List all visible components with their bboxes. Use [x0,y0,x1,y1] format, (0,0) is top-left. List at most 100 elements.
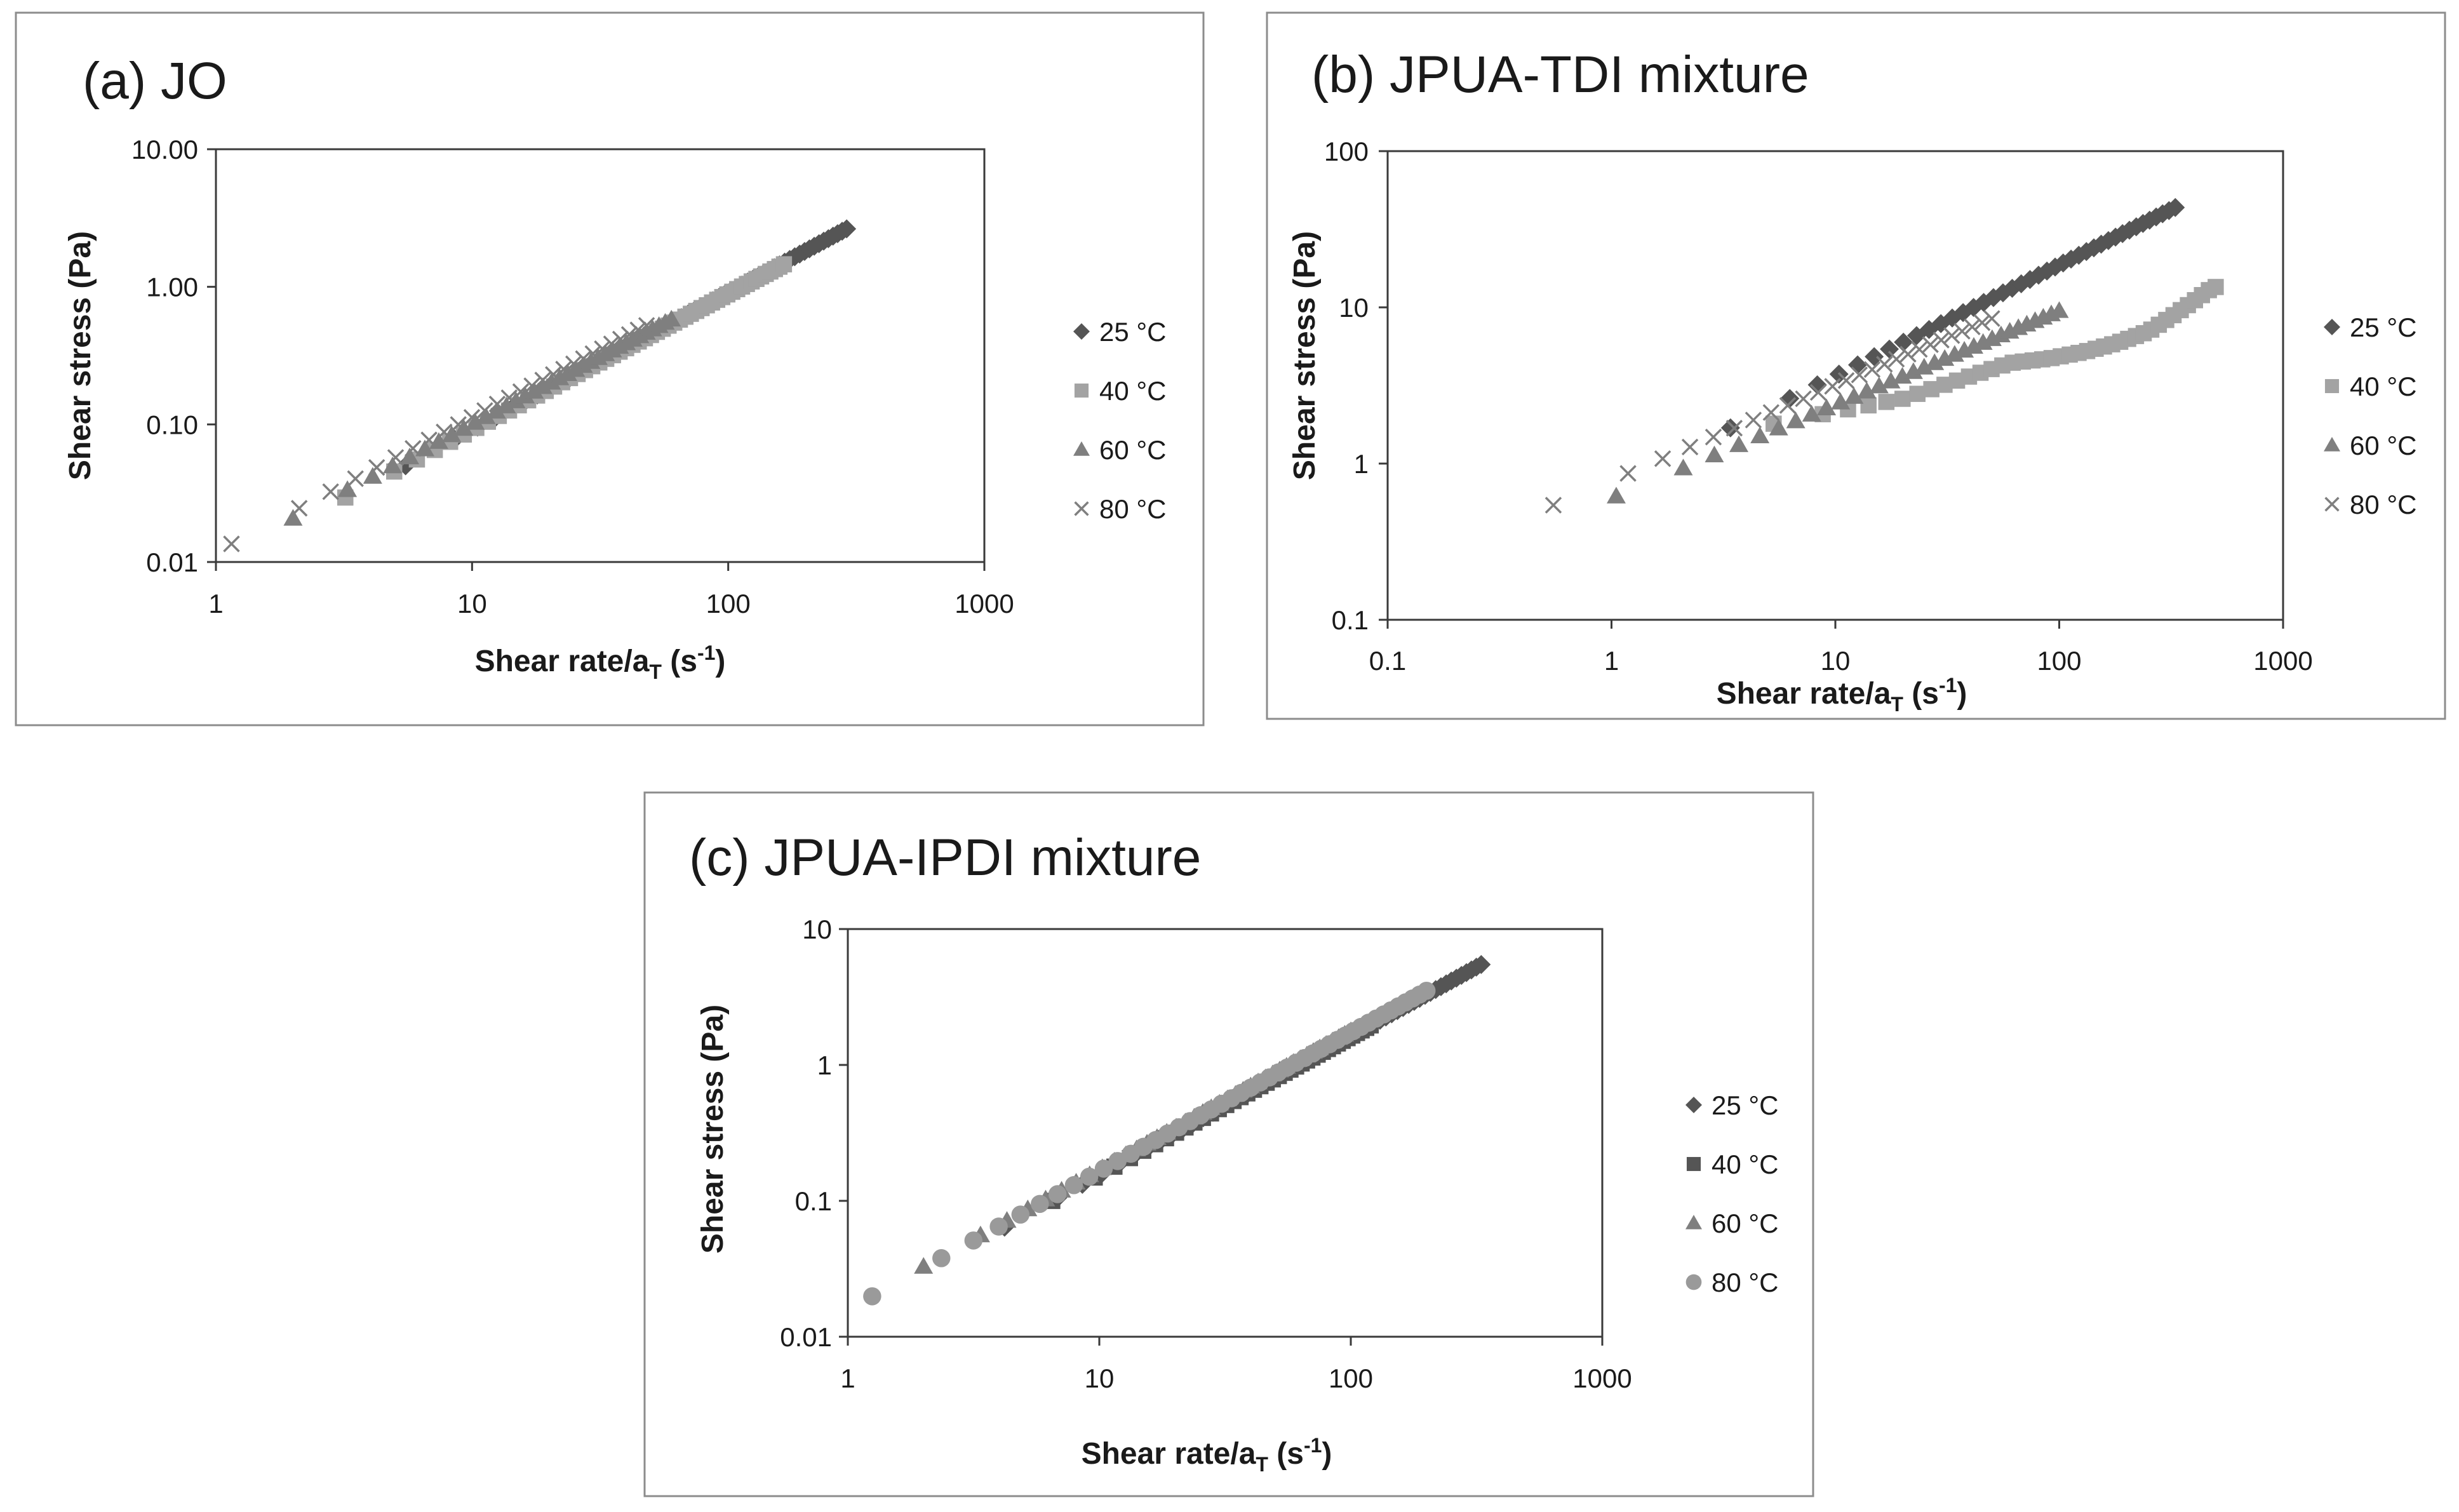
data-point [436,424,453,441]
data-point [1953,323,1971,340]
data-point [290,500,308,517]
data-point [932,1249,951,1268]
panel-border [643,791,1814,1497]
y-axis-label: Shear stress (Pa) [696,1005,730,1254]
x-axis-label-main: Shear rate/a [475,645,650,678]
y-tick-label: 0.01 [146,547,198,577]
x-tick-label: 1000 [2253,646,2312,676]
data-point [1471,954,1491,974]
data-point [1881,371,1901,389]
y-tick-label: 1.00 [146,272,198,302]
data-point [442,425,462,443]
x-axis-label-sup: -1 [1304,1434,1322,1457]
plot-area [215,148,986,563]
legend-marker [2324,378,2340,394]
data-point [1080,1167,1099,1186]
panel-jo: (a) JO 1 10 100 1000 0.01 0.10 1.00 10.0… [15,11,1205,726]
x-axis-label-sub: T [1256,1453,1268,1476]
y-tick-labels: 0.01 0.1 1 10 [780,914,832,1352]
data-point [1074,383,1089,398]
data-point [405,439,422,457]
data-point [565,355,582,373]
data-point [1685,1215,1702,1229]
x-axis-label-close: ) [1957,677,1967,711]
data-point [1619,465,1637,482]
x-axis-label-main: Shear rate/a [1082,1437,1256,1471]
legend-marker [1073,323,1090,340]
data-point [575,350,592,368]
data-point [1750,426,1770,443]
legend-label: 40 °C [1099,376,1167,406]
legend-marker [1685,1097,1702,1113]
data-point [863,1287,881,1306]
data-point [775,256,793,272]
data-points [863,954,1491,1306]
panel-jpua-tdi: (b) JPUA-TDI mixture 0.1 1 10 100 1000 0… [1266,11,2446,720]
data-point [2049,301,2069,318]
data-point [1544,497,1562,514]
x-tick-label: 1 [1604,646,1619,676]
x-tick-label: 1 [208,589,223,619]
y-tick-label: 10 [802,914,832,944]
data-point [363,467,382,484]
y-tick-label: 1 [1354,449,1369,479]
legend-marker [2324,437,2340,452]
plot-area [847,928,1604,1338]
data-point [450,416,467,433]
x-axis-label: Shear rate/aT (s-1) [475,641,726,683]
x-tick-label: 100 [706,589,751,619]
x-tick-labels: 0.1 1 10 100 1000 [1369,646,2313,676]
data-point [1911,340,1928,358]
x-axis-label-sup: -1 [1939,674,1957,697]
x-tick-marks [215,562,986,571]
legend-marker [2324,319,2340,335]
data-point [1893,366,1912,384]
data-point [1909,385,1926,402]
data-point [1786,411,1806,429]
y-tick-labels: 0.1 1 10 100 [1324,137,1369,635]
legend-label: 25 °C [1712,1090,1779,1120]
data-point [1860,397,1877,414]
data-point [1887,351,1905,368]
data-point [2208,279,2224,295]
data-point [638,317,655,334]
y-tick-label: 0.1 [1332,605,1369,635]
legend-label: 25 °C [2350,312,2417,342]
data-point [1844,387,1864,404]
x-axis-label-unit: (s [1903,677,1939,711]
data-point [914,1257,934,1274]
data-point [1769,418,1788,436]
data-point [1681,438,1699,456]
data-point [525,382,544,399]
data-point [1925,353,1945,370]
y-tick-labels: 0.01 0.10 1.00 10.00 [131,135,198,577]
legend-marker [2324,497,2340,512]
data-point [1074,501,1089,516]
data-point [476,407,496,424]
legend: 25 °C 40 °C 60 °C 80 °C [1073,317,1167,524]
data-point [1903,362,1923,379]
legend-label: 60 °C [1712,1208,1779,1238]
x-axis-label-close: ) [1322,1437,1332,1471]
data-point [1685,1097,1702,1113]
data-point [1705,428,1722,446]
x-tick-label: 100 [2037,646,2081,676]
data-point [486,401,506,419]
x-tick-label: 1 [840,1363,855,1393]
data-point [387,449,405,466]
data-point [1894,332,1913,352]
data-point [1762,404,1780,421]
y-tick-marks [1379,150,1388,621]
y-tick-label: 100 [1324,137,1369,166]
x-tick-label: 1000 [955,589,1014,619]
data-point [523,377,540,394]
y-tick-label: 0.1 [795,1186,832,1216]
data-point [1878,394,1895,410]
data-point [1094,1160,1113,1178]
x-tick-label: 10 [457,589,487,619]
data-point [1880,339,1900,359]
data-point [2324,497,2340,512]
data-point [1779,397,1797,414]
x-axis-label: Shear rate/aT (s-1) [1717,674,1967,716]
